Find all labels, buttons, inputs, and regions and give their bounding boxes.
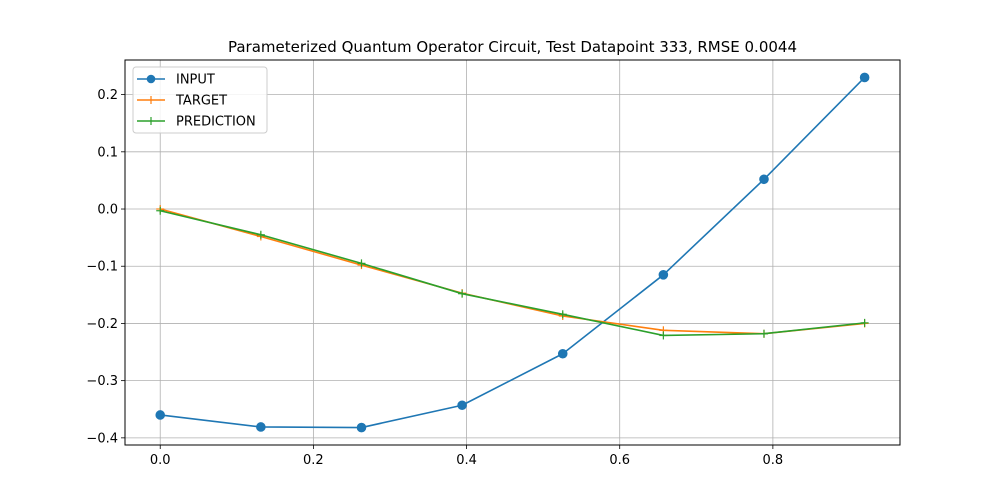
y-tick-label: 0.0 [97, 203, 118, 218]
legend-item-prediction: PREDICTION [137, 115, 256, 130]
grid-lines [125, 60, 900, 445]
chart-title: Parameterized Quantum Operator Circuit, … [228, 38, 797, 56]
data-point-prediction [659, 331, 668, 340]
plot-frame [124, 59, 901, 446]
y-tick-label: 0.1 [97, 145, 118, 160]
legend-item-target: TARGET [137, 94, 227, 109]
x-tick-label: 0.4 [456, 453, 477, 468]
series-layer [155, 72, 870, 433]
y-tick-label: −0.2 [86, 317, 118, 332]
data-point-prediction [256, 230, 265, 239]
data-point-prediction [156, 206, 165, 215]
data-point-input [155, 410, 166, 420]
legend-label-input: INPUT [176, 73, 215, 88]
x-tick-label: 0.0 [150, 453, 171, 468]
data-point-input [356, 422, 367, 433]
y-tick-label: −0.1 [86, 260, 118, 275]
data-point-prediction [860, 318, 869, 327]
legend-label-prediction: PREDICTION [176, 115, 256, 130]
axes: 0.0 0.2 0.4 0.6 0.8 −0.4 −0.3 −0.2 −0.1 0.0 0.1 0.2 [86, 88, 783, 468]
legend-box [132, 66, 268, 134]
legend: INPUT TARGET PREDICTION [132, 66, 268, 134]
data-point-prediction [759, 329, 768, 338]
legend-item-input: INPUT [137, 73, 215, 88]
data-point-input [557, 348, 568, 359]
y-tick-label: −0.3 [86, 374, 118, 389]
series-line-input [160, 76, 866, 429]
y-tick-label: 0.2 [97, 88, 118, 103]
series-line-prediction [160, 209, 865, 337]
y-tick-label: −0.4 [86, 431, 118, 446]
data-point-input [457, 400, 467, 411]
legend-marker-input [146, 74, 156, 84]
data-point-input [658, 270, 669, 280]
x-tick-label: 0.8 [763, 453, 784, 468]
legend-label-target: TARGET [175, 94, 227, 109]
x-tick-label: 0.2 [303, 453, 324, 468]
data-point-prediction [357, 259, 366, 268]
data-point-input [859, 72, 870, 83]
x-tick-label: 0.6 [609, 453, 630, 468]
data-point-input [256, 422, 266, 432]
data-point-input [759, 174, 769, 185]
data-point-prediction [558, 310, 567, 319]
data-point-prediction [458, 289, 467, 298]
